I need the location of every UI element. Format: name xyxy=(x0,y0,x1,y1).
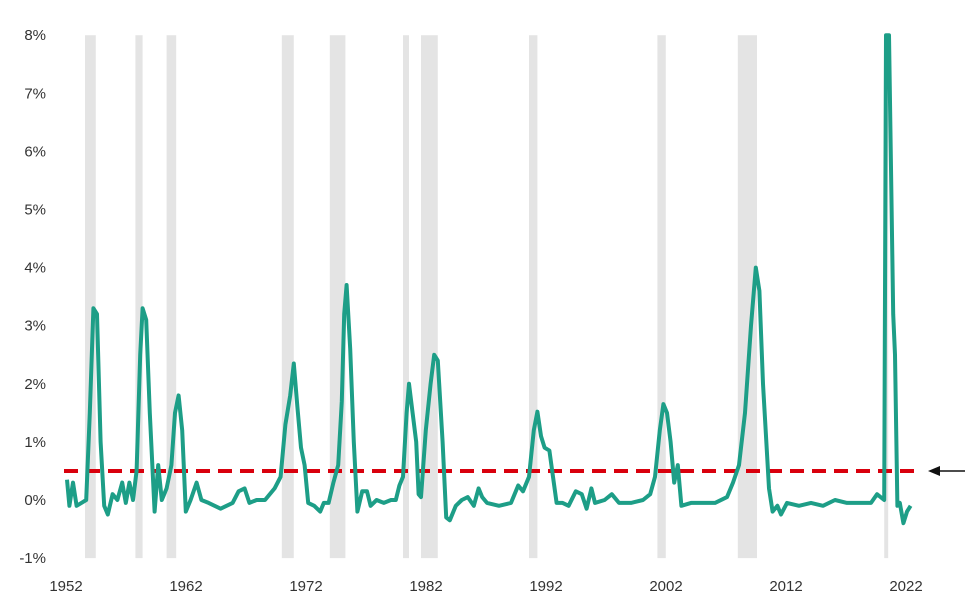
y-axis: -1% 0% 1% 2% 3% 4% 5% 6% 7% 8% xyxy=(19,27,46,567)
y-tick-label: 7% xyxy=(24,85,46,102)
x-tick-label: 2022 xyxy=(889,578,922,595)
y-tick-label: 4% xyxy=(24,260,46,277)
x-tick-label: 1992 xyxy=(529,578,562,595)
recession-band xyxy=(281,35,294,559)
x-tick-label: 1972 xyxy=(289,578,322,595)
arrow-icon xyxy=(928,465,965,476)
x-tick-label: 2012 xyxy=(769,578,802,595)
y-tick-label: -1% xyxy=(19,550,46,567)
y-tick-label: 1% xyxy=(24,434,46,451)
series-line xyxy=(65,33,913,526)
x-tick-label: 2002 xyxy=(649,578,682,595)
y-tick-label: 3% xyxy=(24,318,46,335)
x-axis: 1952 1962 1972 1982 1992 2002 2012 2022 xyxy=(49,578,922,595)
recession-band xyxy=(85,35,96,559)
recession-band xyxy=(403,35,409,559)
recession-band xyxy=(166,35,177,559)
recession-band xyxy=(657,35,666,559)
y-tick-label: 2% xyxy=(24,376,46,393)
y-tick-label: 8% xyxy=(24,27,46,44)
y-tick-label: 5% xyxy=(24,202,46,219)
y-tick-label: 6% xyxy=(24,143,46,160)
recession-band xyxy=(135,35,143,559)
y-tick-label: 0% xyxy=(24,492,46,509)
x-tick-label: 1962 xyxy=(169,578,202,595)
x-tick-label: 1982 xyxy=(409,578,442,595)
arrow-head xyxy=(928,465,940,476)
x-tick-label: 1952 xyxy=(49,578,82,595)
recession-band xyxy=(529,35,538,559)
